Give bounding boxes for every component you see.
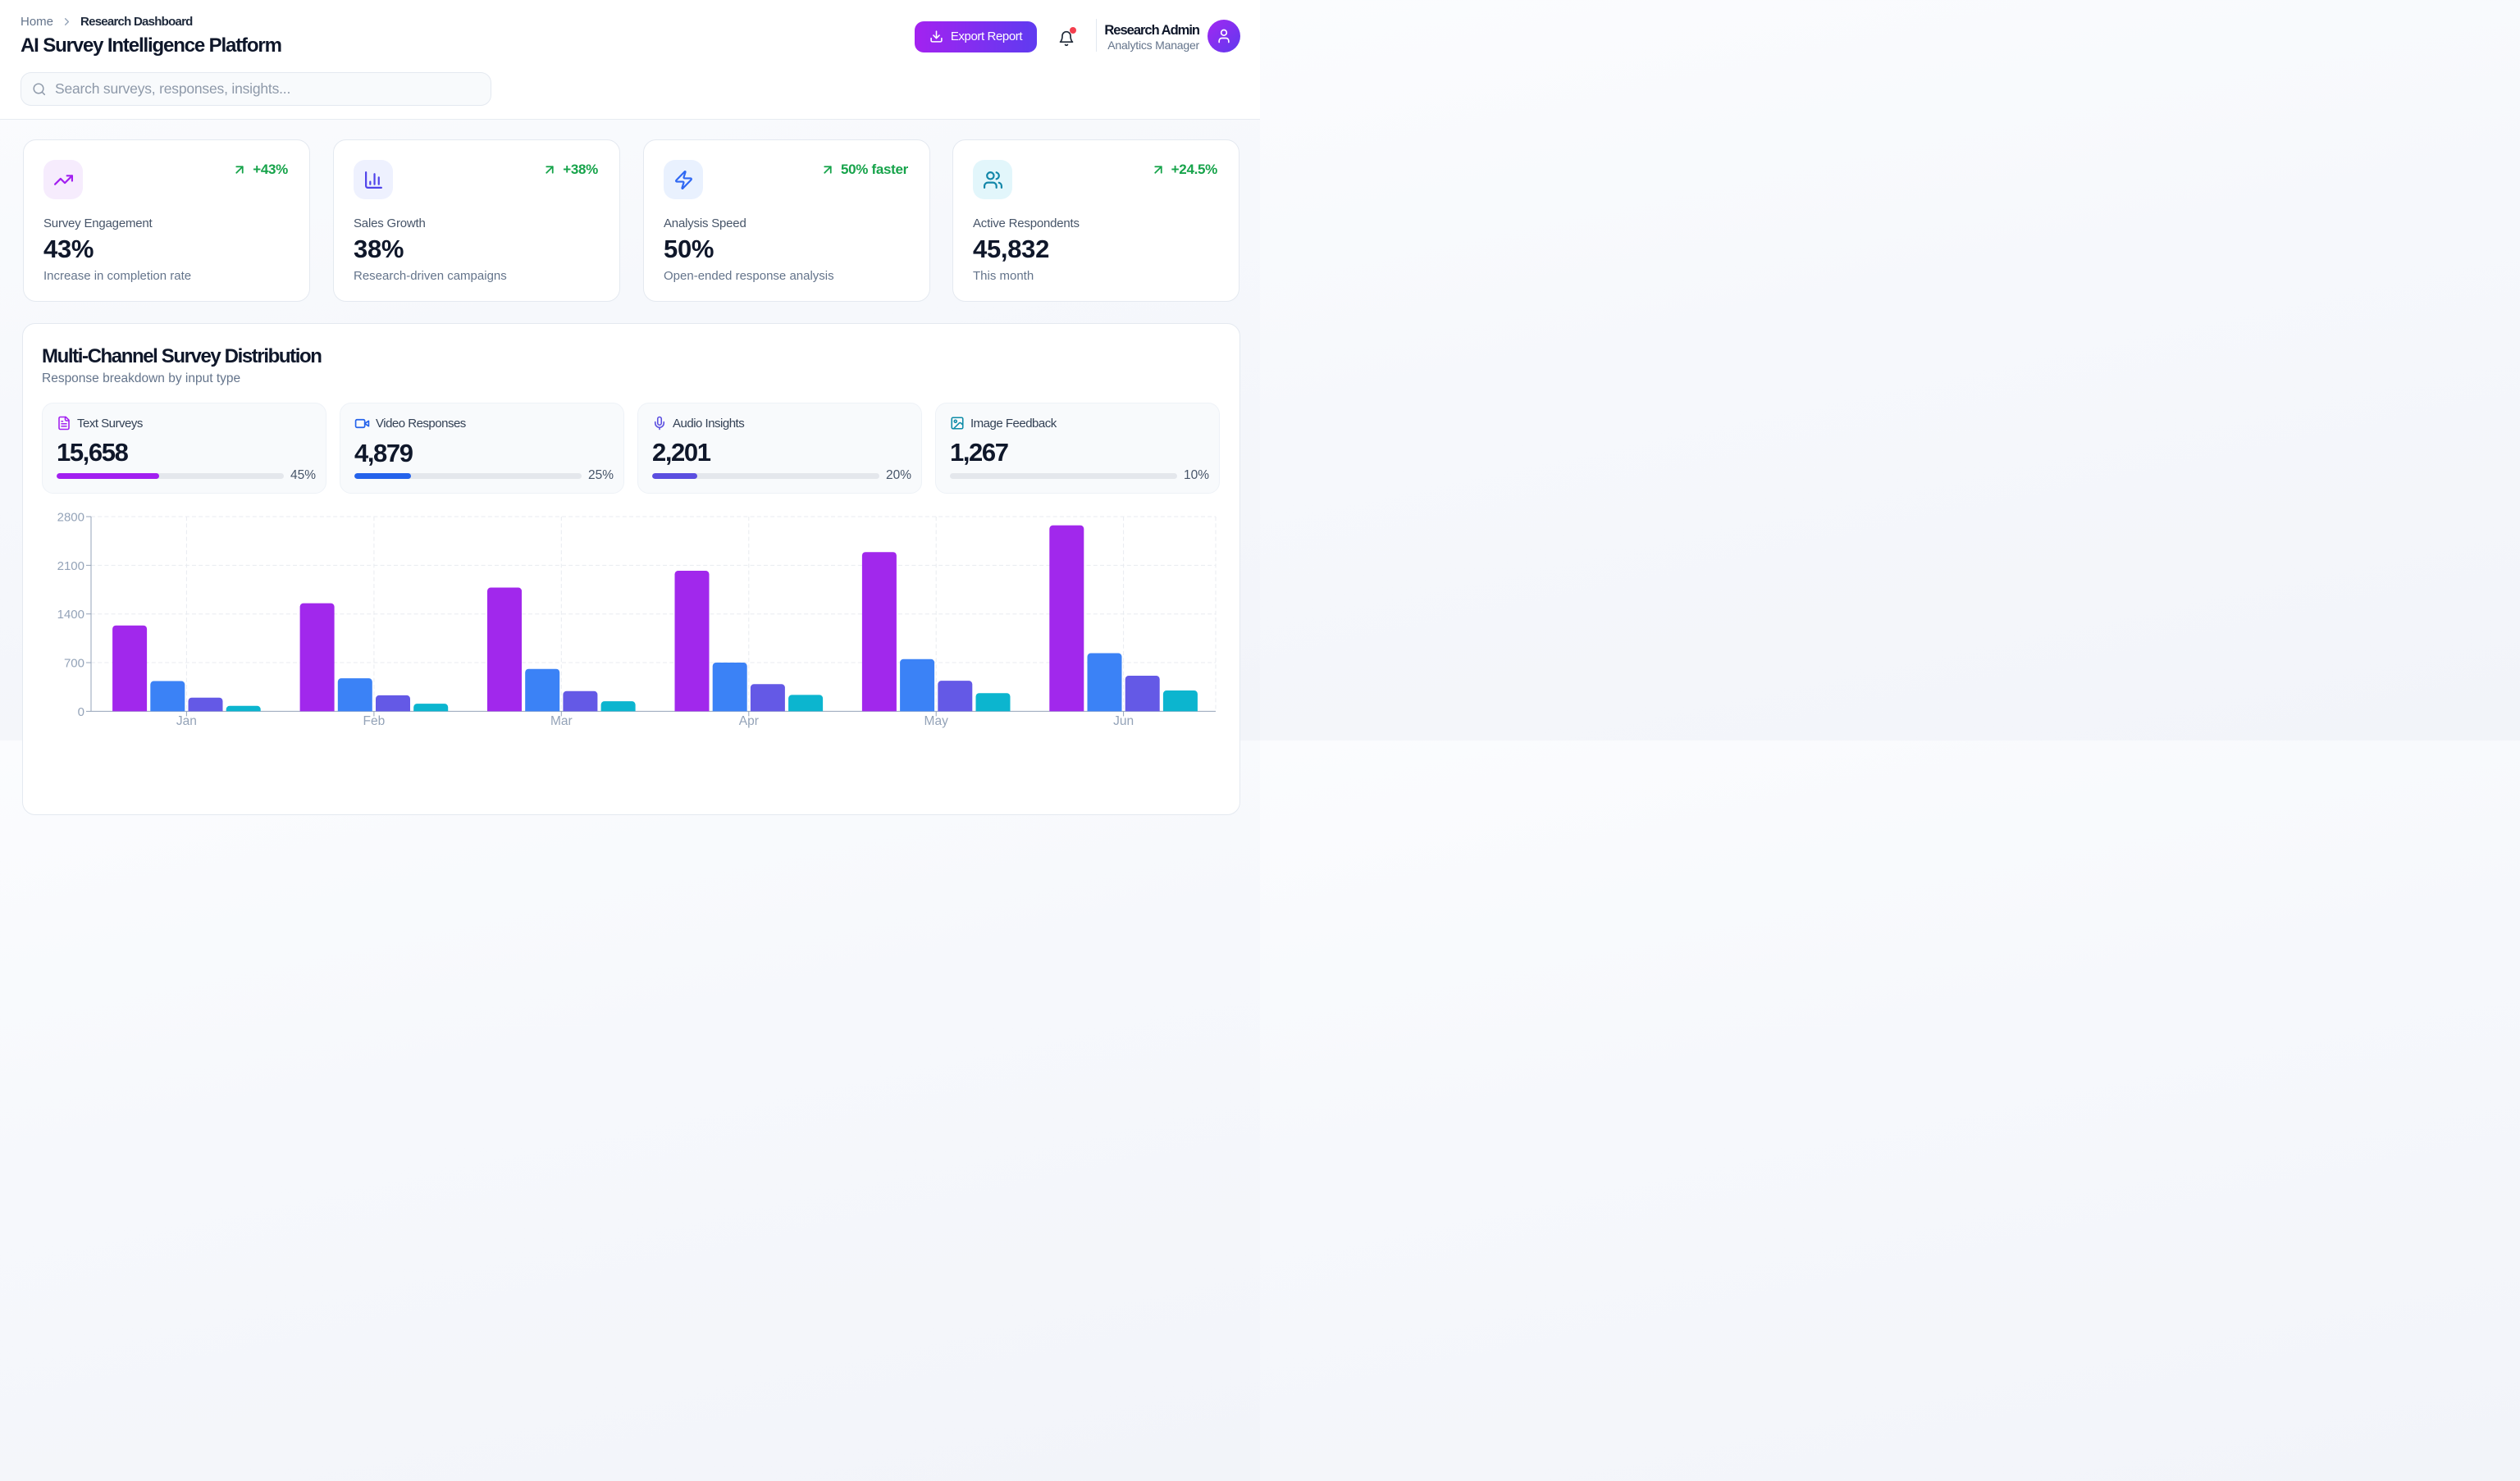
svg-text:0: 0: [78, 705, 84, 719]
svg-text:Mar: Mar: [550, 714, 573, 728]
svg-text:1400: 1400: [57, 608, 84, 622]
svg-text:Jan: Jan: [176, 714, 197, 728]
svg-text:Jun: Jun: [1113, 714, 1134, 728]
svg-text:Feb: Feb: [363, 714, 386, 728]
svg-text:2800: 2800: [57, 511, 84, 525]
svg-text:May: May: [924, 714, 949, 728]
svg-text:700: 700: [64, 657, 84, 671]
svg-text:2100: 2100: [57, 559, 84, 573]
svg-text:Apr: Apr: [739, 714, 759, 728]
